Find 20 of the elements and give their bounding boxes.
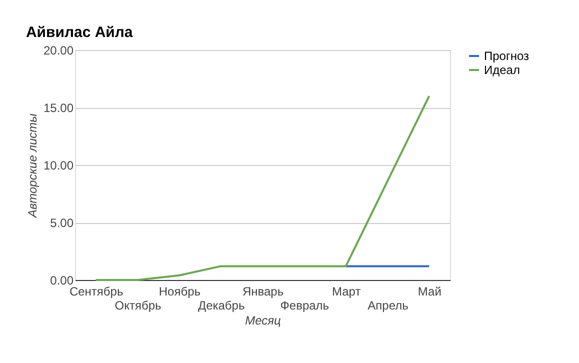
y-tick-label: 20.00 [43, 44, 74, 58]
legend-label: Идеал [484, 63, 520, 77]
legend-label: Прогноз [484, 49, 530, 63]
y-tick-label: 10.00 [43, 158, 74, 172]
x-tick-label: Октябрь [114, 298, 162, 312]
x-tick-label: Февраль [280, 298, 330, 312]
y-tick-label: 15.00 [43, 101, 74, 115]
x-tick-label: Сентябрь [69, 284, 124, 298]
y-tick-label: 5.00 [50, 216, 74, 230]
x-tick-label: Январь [242, 284, 284, 298]
y-axis-title: Авторские листы [25, 113, 40, 218]
x-tick-label: Декабрь [198, 298, 245, 312]
chart-title: Айвилас Айла [26, 24, 134, 41]
y-tick-label: 0.00 [50, 274, 74, 288]
x-tick-label: Апрель [368, 298, 408, 312]
x-tick-label: Ноябрь [158, 284, 200, 298]
line-series [94, 95, 430, 281]
x-tick-label: Май [418, 284, 442, 298]
x-axis-title: Месяц [245, 314, 282, 328]
x-tick-label: Март [332, 284, 362, 298]
